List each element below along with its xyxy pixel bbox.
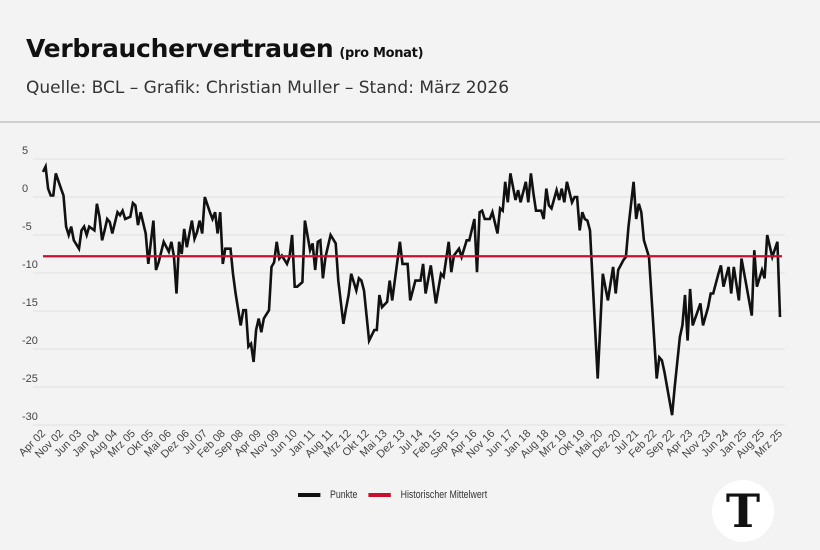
legend-label-punkte: Punkte: [330, 489, 358, 501]
title-text: Verbrauchervertrauen: [26, 34, 334, 63]
y-tick-label: -25: [22, 373, 38, 385]
chart-header: Verbrauchervertrauen (pro Monat) Quelle: …: [0, 0, 820, 123]
y-tick-label: -10: [22, 259, 38, 271]
y-axis-ticks: 5 0 -5 -10 -15 -20 -25 -30: [22, 145, 38, 423]
logo-letter: T: [725, 484, 761, 538]
publisher-logo: T: [712, 480, 774, 542]
legend-swatch-mittelwert: [368, 493, 391, 497]
y-tick-label: 5: [22, 145, 28, 157]
source-line: Quelle: BCL – Grafik: Christian Muller –…: [26, 78, 510, 98]
legend: Punkte Historischer Mittelwert: [298, 489, 487, 501]
series-line-punkte: [41, 162, 782, 416]
y-tick-label: 0: [22, 183, 28, 195]
y-tick-label: -5: [22, 221, 32, 233]
chart-title: Verbrauchervertrauen (pro Monat): [26, 34, 424, 63]
legend-swatch-punkte: [298, 493, 321, 497]
legend-label-mittelwert: Historischer Mittelwert: [400, 489, 488, 501]
title-suffix: (pro Monat): [339, 46, 424, 61]
y-tick-label: -20: [22, 335, 38, 347]
y-tick-label: -15: [22, 297, 38, 309]
gridlines: [33, 158, 785, 426]
y-tick-label: -30: [22, 411, 38, 423]
series-layer: [41, 162, 782, 416]
